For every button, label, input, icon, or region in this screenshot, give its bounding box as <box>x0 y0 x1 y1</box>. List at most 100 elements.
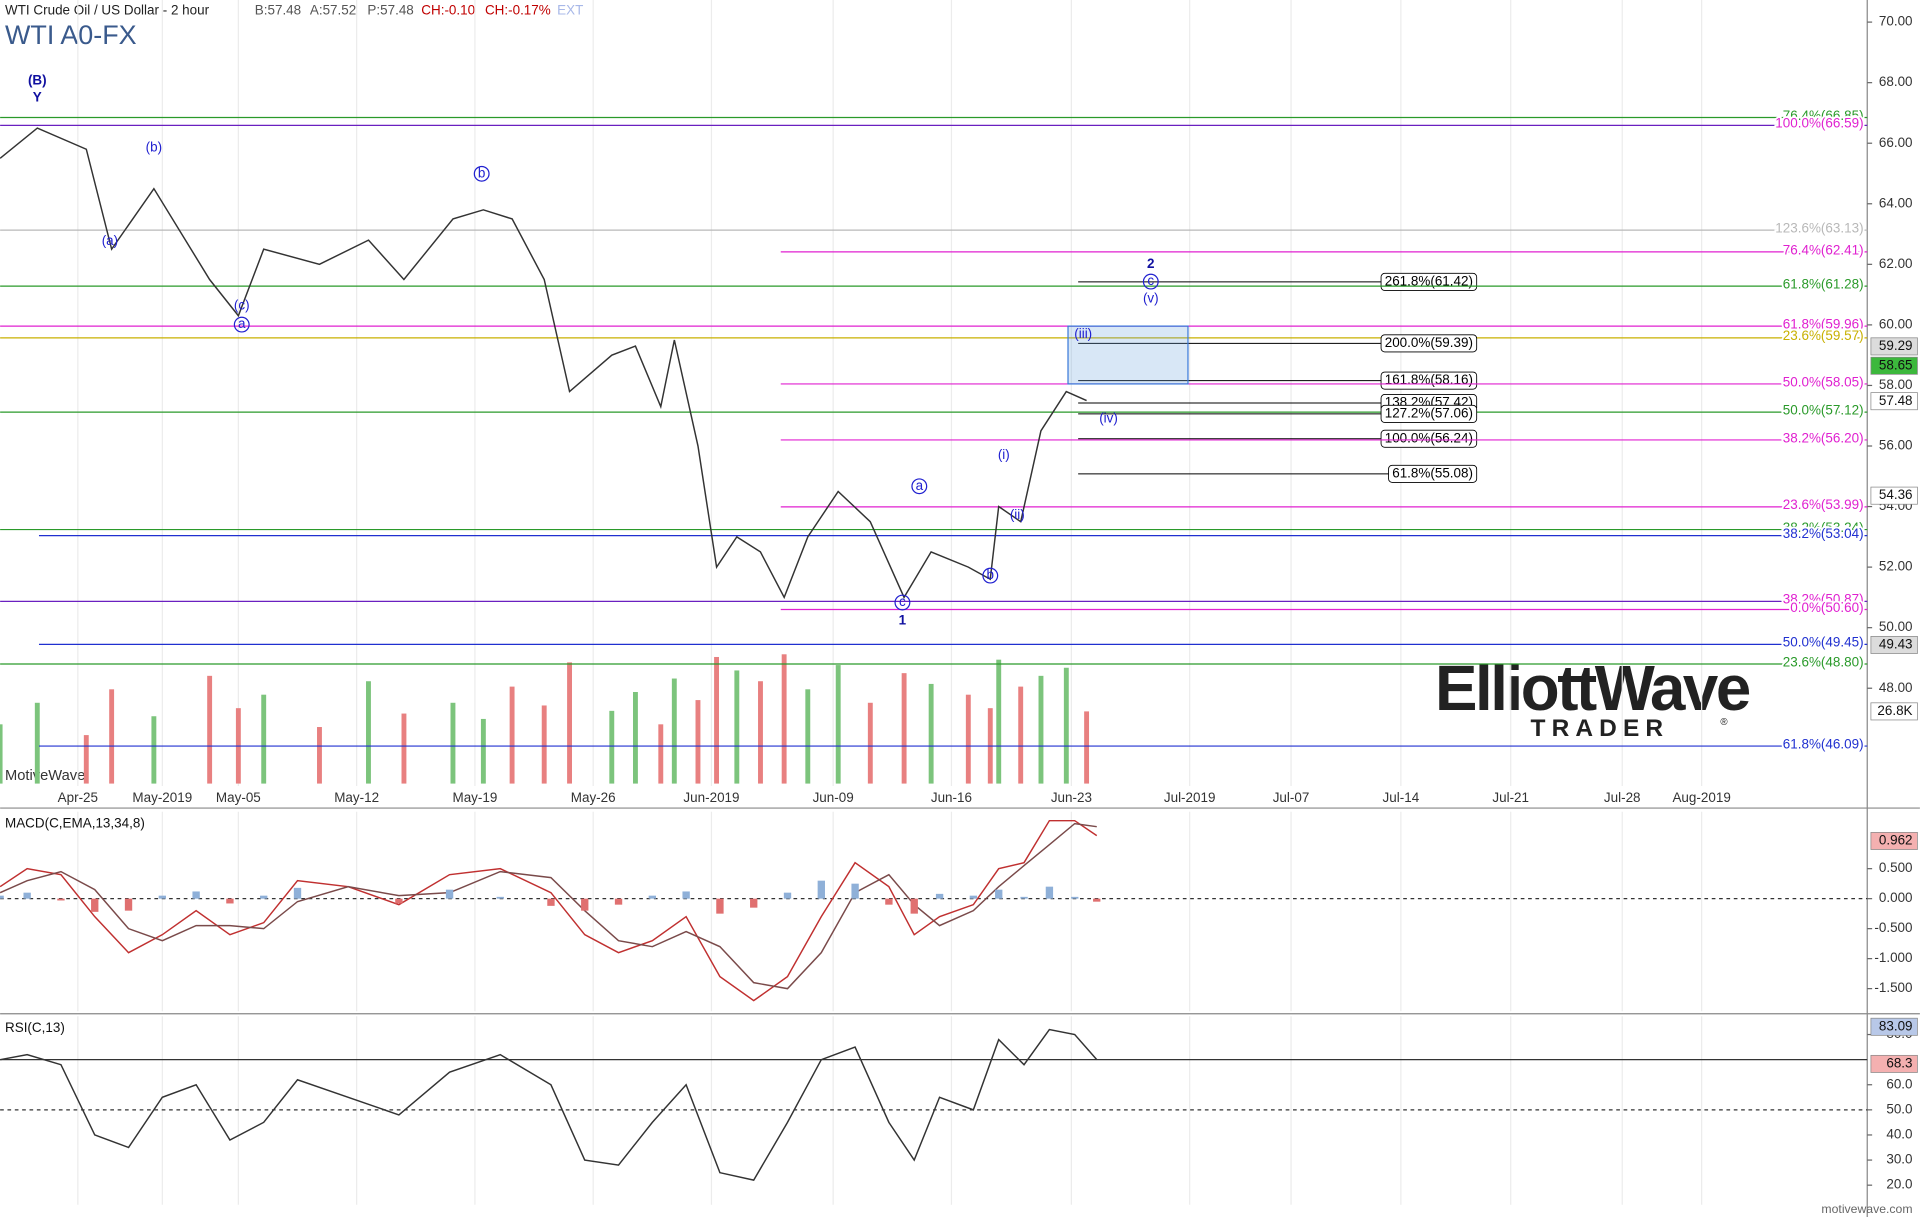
fib-label: 76.4%(62.41) <box>1783 242 1864 257</box>
y-tick-label: 60.00 <box>1879 316 1913 331</box>
x-tick-label: Jun-2019 <box>683 790 739 805</box>
x-tick-label: Jul-28 <box>1604 790 1641 805</box>
x-tick-label: Jul-07 <box>1273 790 1310 805</box>
fib-label: 50.0%(49.45) <box>1783 635 1864 650</box>
volume-bar <box>835 665 841 784</box>
volume-bar <box>671 678 677 784</box>
histogram-bar <box>995 889 1003 899</box>
fib-label: 23.6%(53.99) <box>1783 497 1864 512</box>
axis-tag-label: 54.36 <box>1879 487 1913 502</box>
wave-label: (a) <box>102 233 118 248</box>
y-tick-label: 68.00 <box>1879 74 1913 89</box>
wave-label: (B) <box>28 72 47 87</box>
histogram-bar <box>0 895 4 899</box>
volume-bar <box>567 662 572 784</box>
footer: motivewave.com <box>1821 1202 1912 1216</box>
panel-title: MACD(C,EMA,13,34,8) <box>5 816 145 831</box>
fib-label-box <box>1380 429 1478 448</box>
volume-bar <box>541 705 547 784</box>
volume-bar <box>734 670 740 784</box>
wave-circle <box>911 478 928 495</box>
volume-bar <box>207 675 213 784</box>
y-tick-label: -1.000 <box>1874 950 1912 965</box>
volume-bar <box>34 702 40 784</box>
wave-label: c <box>899 594 906 609</box>
histogram-bar <box>192 891 200 899</box>
series-line <box>0 1028 1098 1181</box>
fib-label: 23.6%(59.57) <box>1783 328 1864 343</box>
histogram-bar <box>1093 898 1101 902</box>
y-tick-label: 50.0 <box>1886 1101 1912 1116</box>
volume-bar <box>83 735 89 784</box>
histogram-bar <box>91 898 99 912</box>
volume-bar <box>1038 675 1044 784</box>
histogram-bar <box>910 898 918 914</box>
fib-label: 23.6%(48.80) <box>1783 654 1864 669</box>
volume-bar <box>1063 667 1069 784</box>
change-pct: CH:-0.17% <box>485 3 551 18</box>
wave-label: b <box>478 165 485 180</box>
x-tick-label: Jul-2019 <box>1164 790 1216 805</box>
fib-label-box <box>1380 334 1478 353</box>
x-tick-label: Jul-21 <box>1492 790 1529 805</box>
axis-tag-label: 58.65 <box>1879 357 1913 372</box>
wave-circle <box>894 594 911 611</box>
wave-label: (iv) <box>1099 410 1118 425</box>
histogram-bar <box>885 898 893 905</box>
wave-label: (i) <box>998 447 1010 462</box>
histogram-bar <box>716 898 724 914</box>
fib-label: 100.0%(66.59) <box>1775 116 1863 131</box>
histogram-bar <box>969 895 978 899</box>
fib-label: 127.2%(57.06) <box>1385 405 1473 420</box>
wave-label: a <box>238 316 246 331</box>
y-tick-label: 64.00 <box>1879 195 1913 210</box>
x-tick-label: May-12 <box>334 790 379 805</box>
fib-label: 38.2%(56.20) <box>1783 430 1864 445</box>
axis-tag <box>1870 356 1918 375</box>
histogram-bar <box>158 895 166 899</box>
volume-bar <box>609 710 615 784</box>
y-tick-label: 30.0 <box>1886 1152 1912 1167</box>
volume-bar <box>401 713 407 784</box>
volume-bar <box>695 700 701 784</box>
x-tick-label: Aug-2019 <box>1672 790 1730 805</box>
axis-tag-label: 83.09 <box>1879 1018 1913 1033</box>
panel-title: RSI(C,13) <box>5 1020 65 1035</box>
x-tick-label: Jun-23 <box>1051 790 1092 805</box>
axis-tag-label: 59.29 <box>1879 338 1913 353</box>
volume-bar <box>781 654 787 784</box>
histogram-bar <box>395 898 403 904</box>
last-price: P:57.48 <box>367 3 413 18</box>
volume-bar <box>480 718 486 784</box>
axis-tag <box>1870 392 1918 411</box>
histogram-bar <box>293 887 302 899</box>
fib-label: 0.0%(50.60) <box>1790 600 1863 615</box>
histogram-bar <box>581 898 589 911</box>
logo-mark: ® <box>1720 717 1728 728</box>
y-tick-label: 0.000 <box>1879 890 1913 905</box>
wave-circle <box>233 316 250 333</box>
logo-subtext: TRADER <box>1531 715 1670 742</box>
y-tick-label: 60.0 <box>1886 1076 1912 1091</box>
histogram-bar <box>614 898 623 905</box>
fib-label: 123.6%(63.13) <box>1775 220 1863 235</box>
axis-tag-label: 49.43 <box>1879 636 1913 651</box>
x-tick-label: Jul-14 <box>1383 790 1420 805</box>
volume-bar <box>658 724 664 784</box>
volume-bar <box>317 727 322 784</box>
bid: B:57.48 <box>255 3 301 18</box>
axis-tag <box>1870 1054 1918 1073</box>
y-tick-label: 58.00 <box>1879 377 1913 392</box>
fib-label-box <box>1388 464 1478 483</box>
histogram-bar <box>750 898 758 908</box>
fib-label-box <box>1380 371 1478 390</box>
y-tick-label: 48.00 <box>1879 680 1913 695</box>
volume-bar <box>151 716 157 784</box>
axis-tag <box>1870 1017 1918 1036</box>
y-tick-label: 50.00 <box>1879 619 1913 634</box>
axis-tag-label: 0.962 <box>1879 833 1913 848</box>
axis-tag-label: 68.3 <box>1886 1055 1912 1070</box>
fib-label: 61.8%(55.08) <box>1392 465 1473 480</box>
volume-tag-label: 26.8K <box>1877 703 1912 718</box>
